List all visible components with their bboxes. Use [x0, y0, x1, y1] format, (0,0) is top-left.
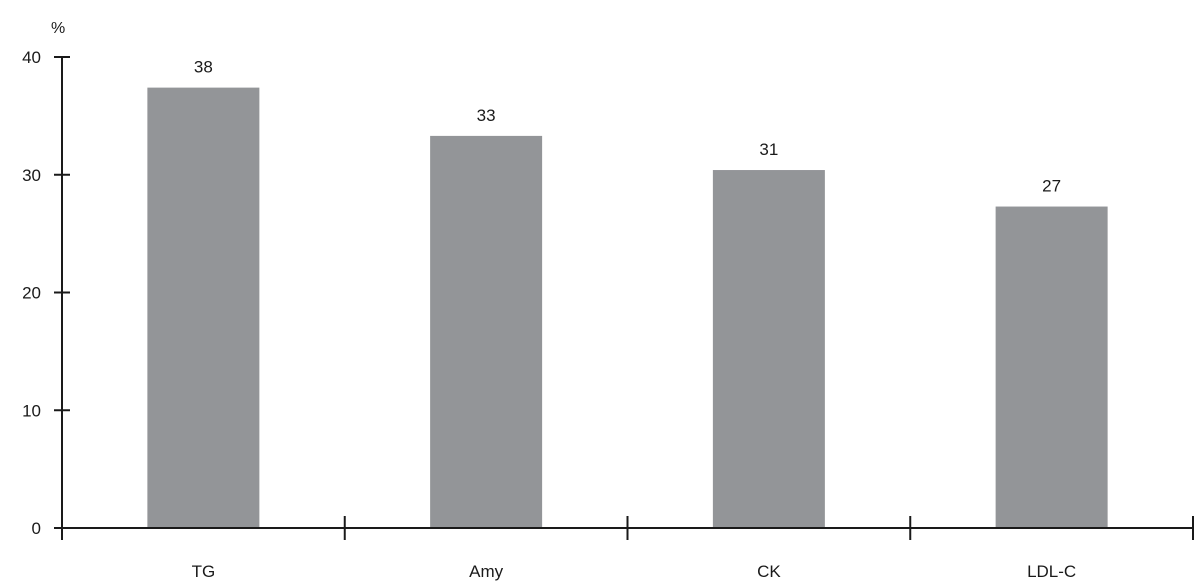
x-category-label: LDL-C [1027, 562, 1076, 581]
y-tick-label: 30 [22, 166, 41, 185]
y-tick-label: 20 [22, 284, 41, 303]
data-label: 33 [477, 106, 496, 125]
x-category-label: CK [757, 562, 781, 581]
bar-amy [430, 135, 543, 528]
x-ticks [61, 516, 1194, 540]
bar-ck [712, 170, 825, 529]
y-tick-label: 40 [22, 48, 41, 67]
y-tick-label: 10 [22, 401, 41, 420]
y-axis-unit-label: % [51, 20, 65, 37]
data-label: 27 [1042, 177, 1061, 196]
data-labels: 38 TG 33 Amy 31 CK 27 LDL-C [192, 58, 1077, 581]
x-category-label: TG [192, 562, 216, 581]
bar-ldl-c [995, 206, 1108, 529]
bars-layer [147, 87, 1108, 529]
y-tick-label: 0 [32, 519, 41, 538]
data-label: 31 [759, 140, 778, 159]
data-label: 38 [194, 58, 213, 77]
x-category-label: Amy [469, 562, 504, 581]
bar-tg [147, 87, 260, 529]
y-ticks: 0 10 20 30 40 [22, 48, 70, 538]
